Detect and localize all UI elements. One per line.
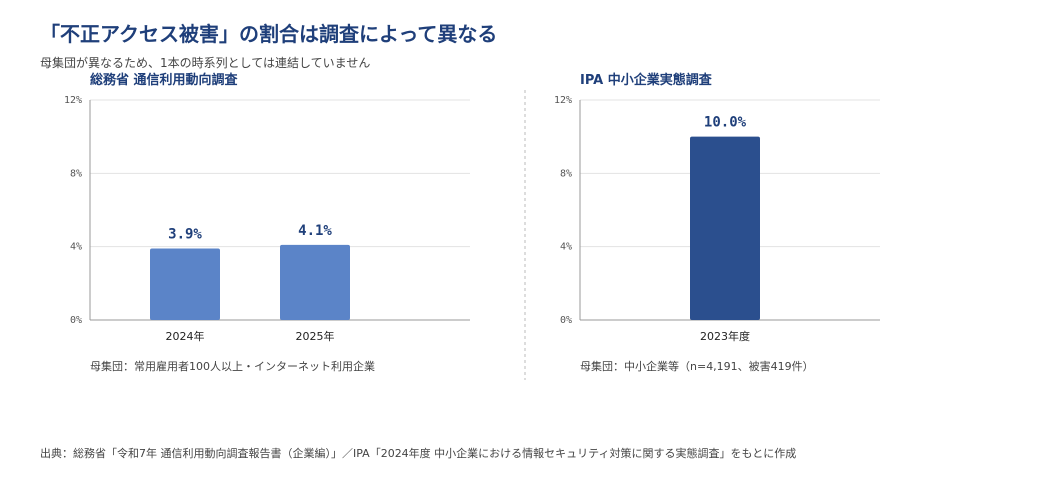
y-tick-label: 0%	[70, 315, 82, 326]
page-title: 「不正アクセス被害」の割合は調査によって異なる	[40, 22, 498, 46]
y-tick-label: 8%	[70, 168, 82, 179]
chart-1-population-note: 母集団：中小企業等（n=4,191、被害419件）	[580, 359, 814, 373]
y-tick-label: 4%	[560, 242, 572, 253]
chart-0-population-note: 母集団：常用雇用者100人以上・インターネット利用企業	[90, 359, 375, 373]
page-subtitle: 母集団が異なるため、1本の時系列としては連結していません	[40, 56, 371, 70]
y-tick-label: 12%	[554, 95, 572, 106]
x-category-label: 2025年	[296, 329, 335, 343]
chart-0-title: 総務省 通信利用動向調査	[90, 72, 239, 88]
data-label: 3.9%	[168, 227, 202, 243]
bar-2025年	[280, 244, 350, 320]
y-tick-label: 8%	[560, 168, 572, 179]
x-category-label: 2023年度	[700, 329, 750, 343]
x-category-label: 2024年	[166, 329, 205, 343]
chart-1-title: IPA 中小企業実態調査	[580, 72, 713, 88]
source-footnote: 出典：総務省「令和7年 通信利用動向調査報告書（企業編）」／IPA「2024年度…	[40, 447, 797, 460]
bar-2023年度	[690, 136, 760, 320]
y-tick-label: 12%	[64, 95, 82, 106]
y-tick-label: 4%	[70, 242, 82, 253]
data-label: 4.1%	[298, 223, 332, 239]
bar-2024年	[150, 248, 220, 320]
y-tick-label: 0%	[560, 315, 572, 326]
data-label: 10.0%	[704, 115, 747, 131]
